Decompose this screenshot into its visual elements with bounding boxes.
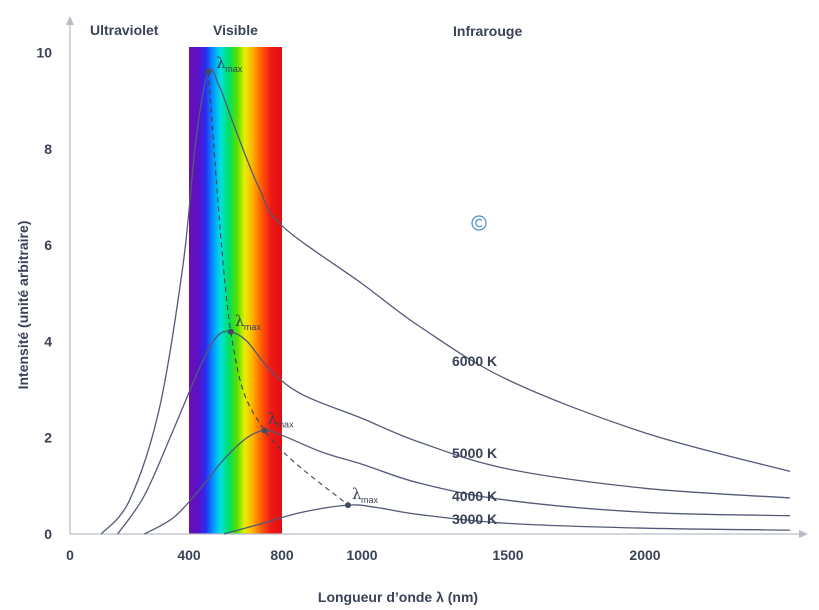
curve-line: [117, 330, 791, 535]
region-label-ultraviolet: Ultraviolet: [90, 22, 159, 38]
x-tick-label: 0: [66, 547, 74, 563]
temperature-label: 4000 K: [452, 488, 497, 504]
peak-lambda-sub: max: [244, 322, 262, 332]
y-axis-arrow: [66, 16, 74, 25]
y-tick-labels: 0 2 4 6 8 10: [36, 45, 52, 543]
peak-lambda-label: λ: [268, 409, 278, 427]
x-tick-label: 2000: [629, 547, 660, 563]
peak-lambda-label: λ: [216, 54, 226, 72]
x-tick-label: 400: [177, 547, 201, 563]
peak-dot: [261, 427, 268, 434]
y-tick-label: 10: [36, 45, 52, 61]
x-tick-label: 1000: [346, 547, 377, 563]
y-tick-label: 0: [44, 526, 52, 542]
y-axis-label: Intensité (unité arbitraire): [15, 221, 31, 390]
region-label-visible: Visible: [213, 22, 258, 38]
curves: [100, 68, 791, 535]
y-tick-label: 4: [44, 333, 52, 349]
temperature-label: 3000 K: [452, 511, 497, 527]
curve-line: [144, 429, 791, 535]
y-tick-label: 6: [44, 237, 52, 253]
peak-lambda-label: λ: [235, 312, 245, 330]
region-label-infrared: Infrarouge: [453, 23, 522, 39]
peak-dot: [205, 68, 212, 75]
x-axis-label: Longueur d’onde λ (nm): [318, 589, 478, 605]
temperature-label: 6000 K: [452, 353, 497, 369]
wien-displacement-line: [207, 71, 349, 506]
temperature-labels: 6000 K 5000 K 4000 K 3000 K: [452, 353, 497, 527]
region-labels: Ultraviolet Visible Infrarouge: [90, 22, 522, 39]
curve-line: [100, 68, 791, 535]
peak-lambda-sub: max: [277, 419, 295, 429]
peak-lambda-sub: max: [225, 64, 243, 74]
peak-dot: [345, 502, 351, 509]
copyright-icon: [471, 215, 487, 231]
y-tick-label: 2: [44, 430, 52, 446]
visible-spectrum-band: [189, 47, 282, 534]
y-tick-label: 8: [44, 141, 52, 157]
peak-lambda-label: λ: [352, 485, 362, 503]
x-tick-label: 800: [270, 547, 294, 563]
peak-dot: [227, 328, 234, 335]
axes: [66, 16, 808, 538]
curve-line: [223, 504, 791, 535]
temperature-label: 5000 K: [452, 445, 497, 461]
x-tick-labels: 0 400 800 1000 1500 2000: [66, 547, 661, 563]
peak-lambda-sub: max: [361, 495, 379, 505]
x-axis-arrow: [799, 530, 808, 538]
x-tick-label: 1500: [492, 547, 523, 563]
